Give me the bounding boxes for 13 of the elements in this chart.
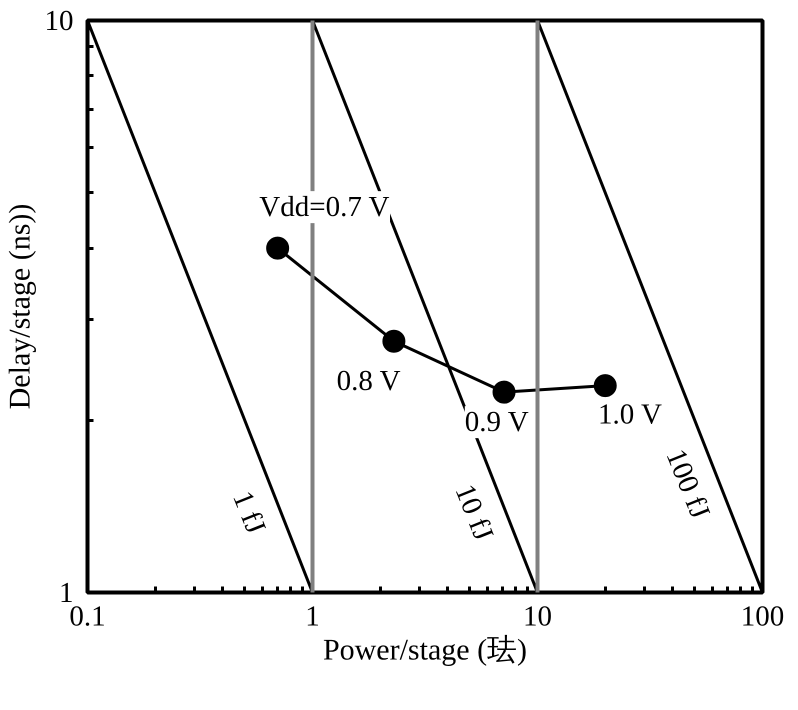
x-tick-label: 100 [740,600,784,632]
x-tick-label: 10 [523,600,552,632]
x-axis-title: Power/stage (珐) [322,634,528,666]
text: 1 fJ [226,486,272,538]
x-tick-label: 0.1 [69,600,106,632]
annotation: 0.9 V [464,406,529,438]
annotation: Vdd=0.7 V [259,191,390,224]
y-axis-title: Delay/stage (ns)) [4,204,36,410]
annotation: 1.0 V [598,398,662,431]
annotation: 0.8 V [336,365,401,398]
text: 100 fJ [659,444,716,524]
text: 10 fJ [448,480,500,545]
x-tick-label: 1 [305,600,320,632]
